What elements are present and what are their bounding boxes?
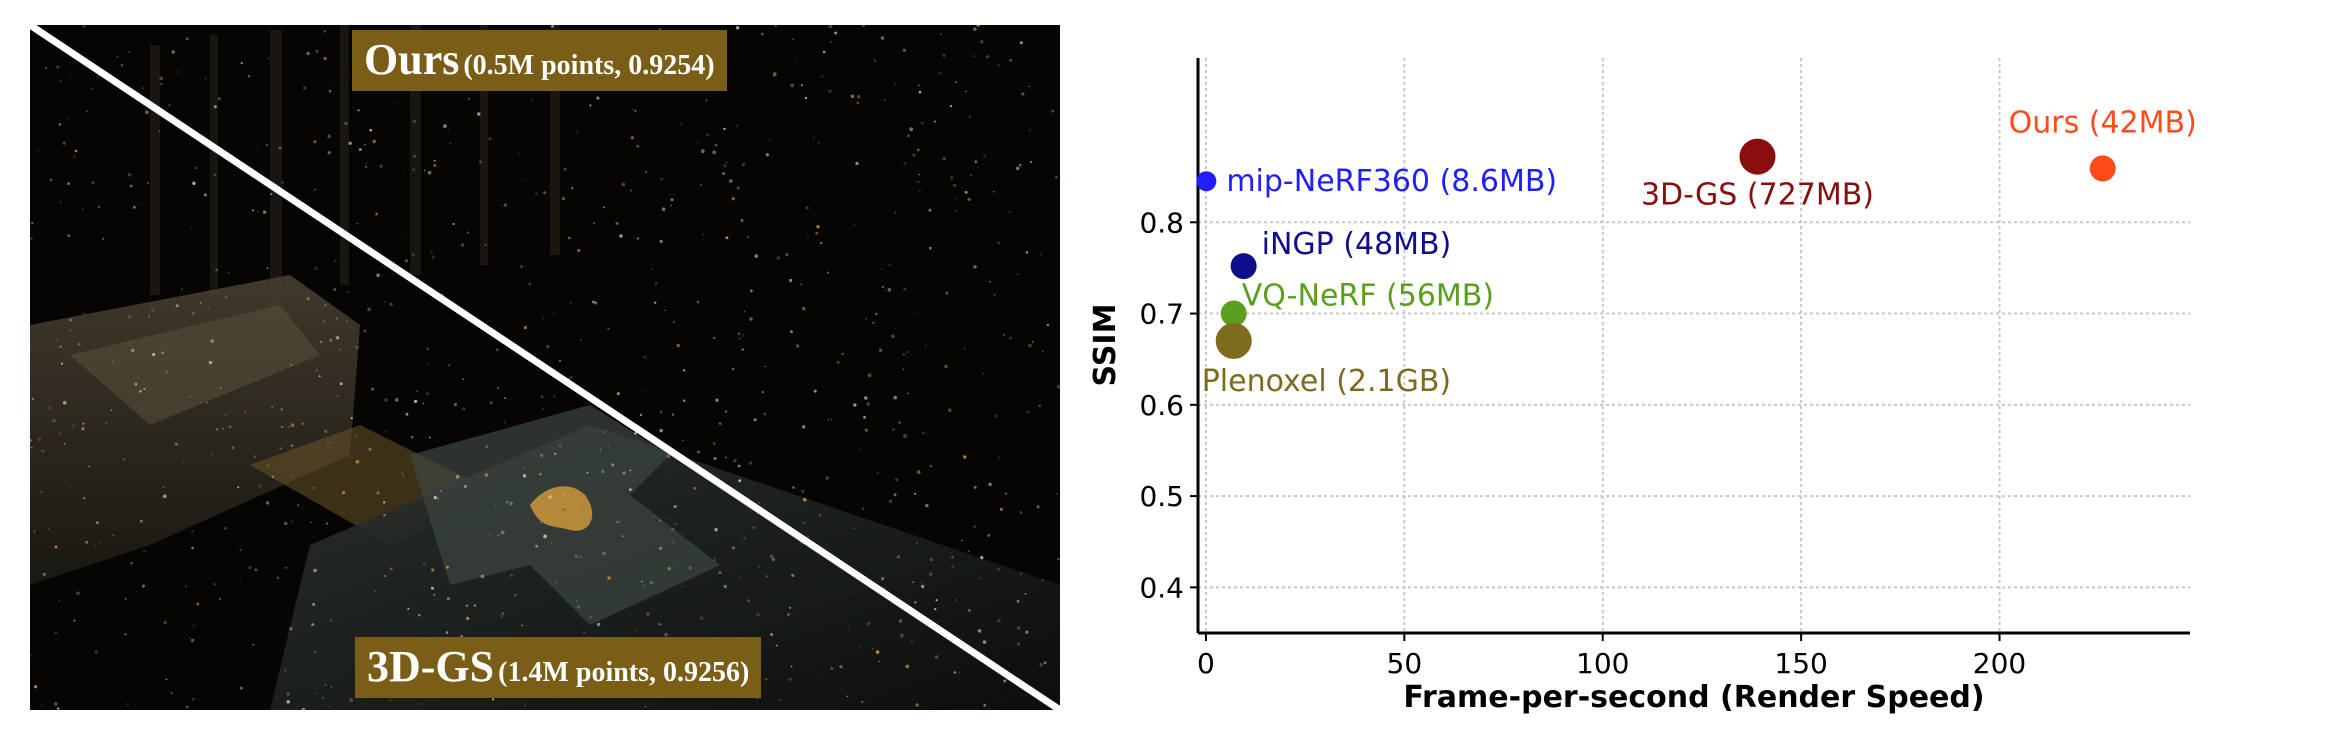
data-point [1215,322,1252,359]
ssim-vs-fps-chart: 0 50 100 150 200 0.4 0.5 0.6 0.7 0.8 mip-NeRF360 … [1088,58,2197,715]
y-axis-label: SSIM [1088,304,1123,387]
split-divider-line [30,25,1060,710]
y-tick-label: 0.6 [1139,389,1184,422]
y-tick-label: 0.7 [1139,298,1184,331]
y-tick-label: 0.4 [1139,571,1184,604]
point-label: Plenoxel (2.1GB) [1202,364,1451,399]
bottom-caption-detail: (1.4M points, 0.9256) [498,657,750,688]
point-cloud-render [30,25,1060,710]
x-tick-label: 150 [1774,647,1827,680]
point-label: 3D-GS (727MB) [1641,178,1874,213]
point-label: VQ-NeRF (56MB) [1242,279,1494,314]
bottom-caption-name: 3D-GS [367,642,495,691]
top-caption-detail: (0.5M points, 0.9254) [463,50,715,81]
x-tick-label: 100 [1576,647,1629,680]
data-point [2089,155,2116,182]
curtain-region [150,25,560,310]
top-caption: Ours (0.5M points, 0.9254) [352,30,727,91]
point-speckles [30,25,1060,710]
data-point [1220,300,1247,327]
x-tick-label: 200 [1973,647,2026,680]
top-caption-name: Ours [364,35,460,84]
comparison-render-image: Ours (0.5M points, 0.9254) 3D-GS (1.4M p… [30,25,1060,710]
data-point [1230,253,1257,280]
point-label: iNGP (48MB) [1262,227,1452,262]
data-point [1739,138,1776,175]
x-tick-label: 0 [1197,647,1215,680]
point-label: Ours (42MB) [2009,105,2197,140]
x-axis-label: Frame-per-second (Render Speed) [1403,680,1984,715]
data-point [1196,171,1217,192]
bottom-caption: 3D-GS (1.4M points, 0.9256) [355,637,762,698]
y-tick-label: 0.8 [1139,206,1184,239]
point-label: mip-NeRF360 (8.6MB) [1226,164,1557,199]
grid [1198,58,2190,633]
y-tick-label: 0.5 [1139,480,1184,513]
x-tick-label: 50 [1387,647,1423,680]
axes [1196,58,2190,635]
